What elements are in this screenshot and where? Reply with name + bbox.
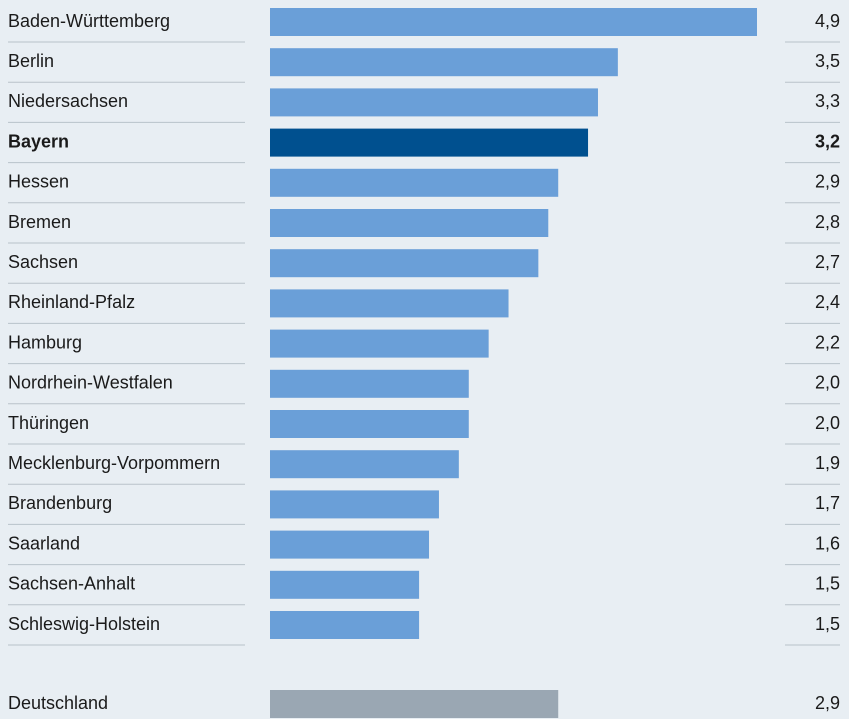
value-label: 2,9 xyxy=(815,693,840,713)
bar xyxy=(270,410,469,438)
bar xyxy=(270,48,618,77)
value-label: 2,7 xyxy=(815,252,840,272)
bar xyxy=(270,329,489,358)
value-label: 2,9 xyxy=(815,172,840,192)
value-label: 2,2 xyxy=(815,332,840,352)
category-label: Thüringen xyxy=(8,413,89,433)
bar xyxy=(270,611,420,639)
bar xyxy=(270,168,559,197)
category-label: Berlin xyxy=(8,51,54,71)
category-label: Schleswig-Holstein xyxy=(8,614,160,634)
category-label: Mecklenburg-Vorpommern xyxy=(8,453,220,473)
category-label: Bayern xyxy=(8,131,69,151)
bar xyxy=(270,530,430,559)
category-label: Baden-Württemberg xyxy=(8,11,170,31)
bar xyxy=(270,289,509,318)
value-label: 1,5 xyxy=(815,574,840,594)
value-label: 2,0 xyxy=(815,413,840,433)
value-label: 3,5 xyxy=(815,51,840,71)
category-label: Rheinland-Pfalz xyxy=(8,292,135,312)
bar xyxy=(270,369,469,398)
value-label: 4,9 xyxy=(815,11,840,31)
category-label: Brandenburg xyxy=(8,493,112,513)
value-label: 2,0 xyxy=(815,373,840,393)
category-label: Niedersachsen xyxy=(8,91,128,111)
bar xyxy=(270,8,757,36)
value-label: 2,8 xyxy=(815,212,840,232)
value-label: 1,5 xyxy=(815,614,840,634)
category-label: Saarland xyxy=(8,533,80,553)
value-label: 3,3 xyxy=(815,91,840,111)
bar xyxy=(270,570,420,599)
value-label: 1,6 xyxy=(815,533,840,553)
bar xyxy=(270,88,598,117)
value-label: 3,2 xyxy=(815,131,840,151)
category-label: Nordrhein-Westfalen xyxy=(8,373,173,393)
bar xyxy=(270,490,439,519)
category-label: Bremen xyxy=(8,212,71,232)
bar xyxy=(270,209,549,237)
value-label: 1,9 xyxy=(815,453,840,473)
category-label: Sachsen-Anhalt xyxy=(8,574,135,594)
bar xyxy=(270,450,459,479)
bar xyxy=(270,128,589,157)
bar xyxy=(270,249,539,278)
category-label: Sachsen xyxy=(8,252,78,272)
value-label: 2,4 xyxy=(815,292,840,312)
value-label: 1,7 xyxy=(815,493,840,513)
category-label: Hamburg xyxy=(8,332,82,352)
category-label: Deutschland xyxy=(8,693,108,713)
bar xyxy=(270,690,559,718)
category-label: Hessen xyxy=(8,172,69,192)
